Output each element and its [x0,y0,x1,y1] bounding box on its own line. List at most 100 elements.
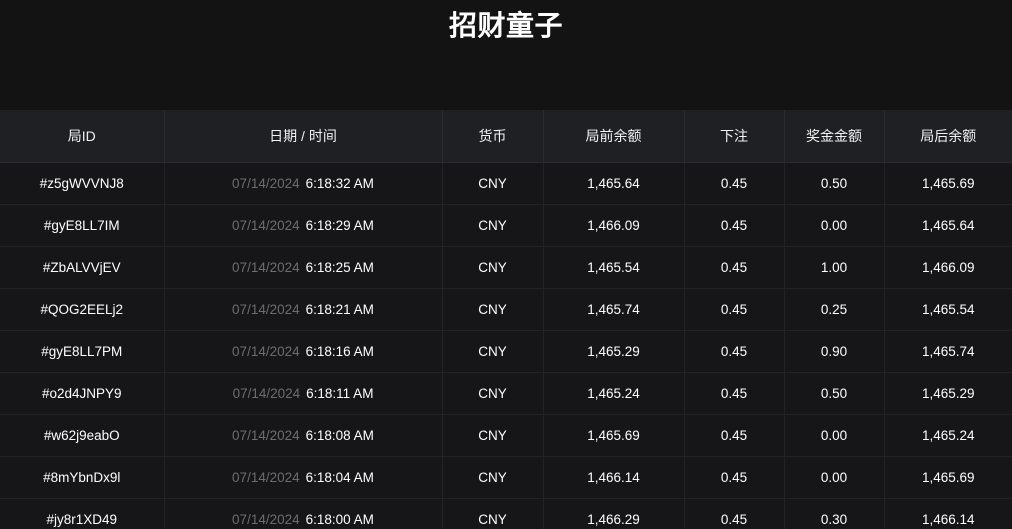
cell-currency: CNY [442,204,544,246]
table-row[interactable]: #8mYbnDx9l 07/14/2024 6:18:04 AM CNY 1,466.1… [0,456,1012,498]
cell-balance-before: 1,465.64 [543,162,685,204]
cell-win-amount: 1.00 [784,246,885,288]
cell-date: 07/14/2024 [232,511,300,527]
cell-balance-before: 1,465.24 [543,372,685,414]
cell-date: 07/14/2024 [232,217,300,233]
cell-date: 07/14/2024 [232,427,300,443]
cell-win-amount: 0.50 [784,162,885,204]
cell-balance-before: 1,465.54 [543,246,685,288]
column-header-bet: 下注 [684,110,785,163]
cell-date-time: 07/14/2024 6:18:08 AM [164,414,443,456]
column-header-round-id: 局ID [0,110,165,163]
table-header: 局ID 日期 / 时间 货币 局前余额 下注 奖金金额 局后余额 [0,110,1012,163]
cell-date-time: 07/14/2024 6:18:21 AM [164,288,443,330]
cell-time: 6:18:21 AM [305,301,374,317]
cell-date-time: 07/14/2024 6:18:16 AM [164,330,443,372]
column-header-currency: 货币 [442,110,544,163]
cell-time: 6:18:11 AM [306,385,374,401]
cell-bet: 0.45 [684,498,785,529]
cell-win-amount: 0.30 [784,498,885,529]
cell-date: 07/14/2024 [232,469,300,485]
cell-balance-after: 1,465.69 [921,469,975,485]
cell-bet: 0.45 [684,456,785,498]
table-row[interactable]: #jy8r1XD49 07/14/2024 6:18:00 AM CNY 1,466.2… [0,498,1012,529]
cell-round-id: #gyE8LL7PM [0,330,165,372]
table-row[interactable]: #ZbALVVjEV 07/14/2024 6:18:25 AM CNY 1,465.5… [0,246,1012,288]
cell-date: 07/14/2024 [232,343,300,359]
history-table-container: 局ID 日期 / 时间 货币 局前余额 下注 奖金金额 局后余额 #z5gWVV… [0,110,1012,529]
cell-round-id: #z5gWVVNJ8 [0,162,165,204]
cell-currency: CNY [442,498,544,529]
table-row[interactable]: #o2d4JNPY9 07/14/2024 6:18:11 AM CNY 1,465.2… [0,372,1012,414]
cell-bet: 0.45 [684,288,785,330]
table-row[interactable]: #w62j9eabO 07/14/2024 6:18:08 AM CNY 1,465.6… [0,414,1012,456]
cell-balance-after: 1,465.69 [921,175,975,191]
cell-date-time: 07/14/2024 6:18:29 AM [164,204,443,246]
cell-time: 6:18:25 AM [305,259,374,275]
cell-time: 6:18:08 AM [305,427,374,443]
cell-currency: CNY [442,372,544,414]
table-row[interactable]: #QOG2EELj2 07/14/2024 6:18:21 AM CNY 1,465.7… [0,288,1012,330]
cell-bet: 0.45 [684,246,785,288]
table-body: #z5gWVVNJ8 07/14/2024 6:18:32 AM CNY 1,465.6… [0,162,1012,529]
cell-bet: 0.45 [684,330,785,372]
cell-round-id: #w62j9eabO [0,414,165,456]
cell-round-id: #QOG2EELj2 [0,288,165,330]
cell-currency: CNY [442,246,544,288]
cell-round-id: #8mYbnDx9l [0,456,165,498]
cell-currency: CNY [442,414,544,456]
cell-balance-before: 1,465.74 [543,288,685,330]
cell-win-amount: 0.00 [784,456,885,498]
table-row[interactable]: #gyE8LL7IM 07/14/2024 6:18:29 AM CNY 1,466.0… [0,204,1012,246]
page-title: 招财童子 [448,10,563,41]
cell-balance-after: 1,466.09 [921,259,975,275]
game-history-table: 局ID 日期 / 时间 货币 局前余额 下注 奖金金额 局后余额 #z5gWVV… [0,110,1012,529]
table-row[interactable]: #gyE8LL7PM 07/14/2024 6:18:16 AM CNY 1,465.2… [0,330,1012,372]
cell-round-id: #o2d4JNPY9 [0,372,165,414]
cell-bet: 0.45 [684,372,785,414]
column-header-balance-after: 局后余额 [884,110,1012,163]
cell-date: 07/14/2024 [232,259,300,275]
table-row[interactable]: #z5gWVVNJ8 07/14/2024 6:18:32 AM CNY 1,465.6… [0,162,1012,204]
cell-date-time: 07/14/2024 6:18:00 AM [164,498,443,529]
cell-date: 07/14/2024 [232,301,300,317]
cell-date-time: 07/14/2024 6:18:32 AM [164,162,443,204]
cell-bet: 0.45 [684,204,785,246]
cell-round-id: #ZbALVVjEV [0,246,165,288]
column-header-balance-before: 局前余额 [543,110,685,163]
cell-win-amount: 0.50 [784,372,885,414]
cell-currency: CNY [442,162,544,204]
cell-date: 07/14/2024 [232,175,300,191]
cell-balance-after: 1,465.54 [921,301,975,317]
cell-win-amount: 0.00 [784,204,885,246]
cell-balance-after: 1,466.14 [921,511,975,527]
cell-date-time: 07/14/2024 6:18:04 AM [164,456,443,498]
cell-balance-before: 1,465.69 [543,414,685,456]
cell-balance-after: 1,465.29 [921,385,975,401]
cell-balance-before: 1,466.09 [543,204,685,246]
cell-bet: 0.45 [684,414,785,456]
cell-date-time: 07/14/2024 6:18:11 AM [164,372,443,414]
cell-time: 6:18:16 AM [305,343,374,359]
table-header-row: 局ID 日期 / 时间 货币 局前余额 下注 奖金金额 局后余额 [0,110,1012,163]
cell-currency: CNY [442,288,544,330]
cell-date: 07/14/2024 [232,385,301,401]
cell-balance-after: 1,465.74 [921,343,975,359]
column-header-win-amount: 奖金金额 [784,110,885,163]
cell-balance-before: 1,466.29 [543,498,685,529]
cell-time: 6:18:29 AM [305,217,374,233]
cell-win-amount: 0.00 [784,414,885,456]
cell-time: 6:18:32 AM [305,175,374,191]
cell-date-time: 07/14/2024 6:18:25 AM [164,246,443,288]
cell-balance-before: 1,466.14 [543,456,685,498]
column-header-date-time: 日期 / 时间 [164,110,443,163]
cell-time: 6:18:00 AM [305,511,374,527]
cell-balance-after: 1,465.24 [921,427,975,443]
cell-balance-after: 1,465.64 [921,217,975,233]
cell-time: 6:18:04 AM [305,469,374,485]
cell-round-id: #gyE8LL7IM [0,204,165,246]
cell-round-id: #jy8r1XD49 [0,498,165,529]
cell-win-amount: 0.25 [784,288,885,330]
cell-currency: CNY [442,456,544,498]
